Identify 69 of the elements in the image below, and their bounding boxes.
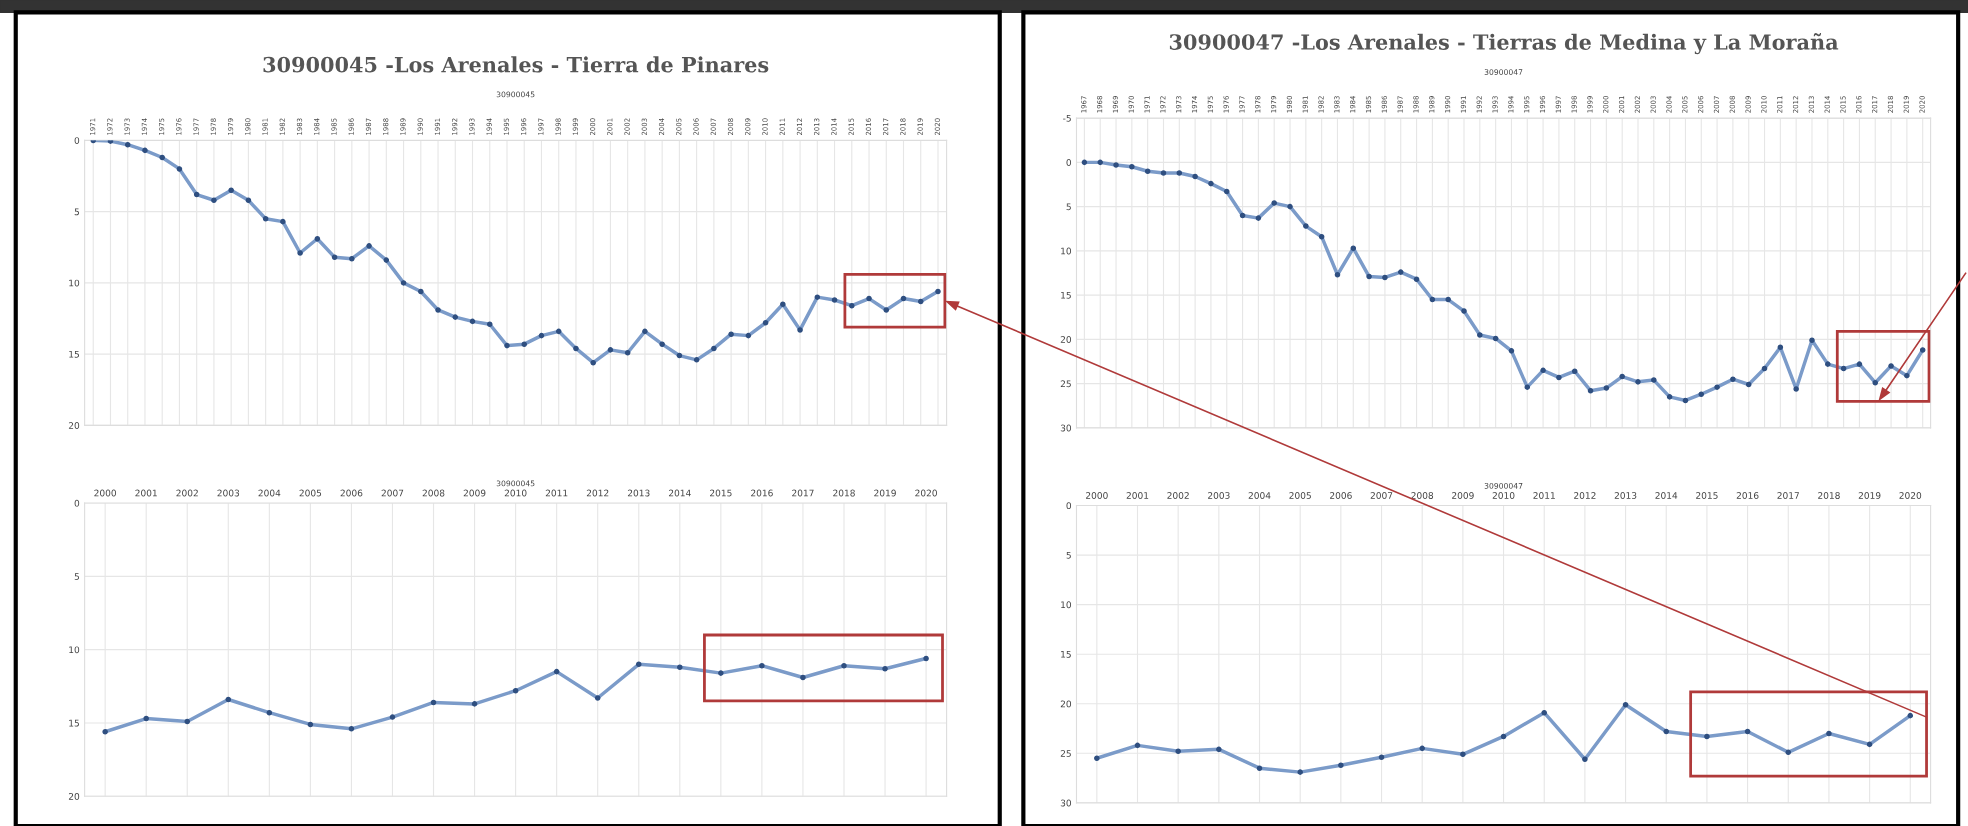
y-tick-label: 5 <box>1066 203 1071 211</box>
y-tick-label: 25 <box>1060 750 1071 757</box>
x-tick-label: 2014 <box>668 489 691 497</box>
x-tick-label: 2018 <box>833 489 855 497</box>
x-tick-label: 2005 <box>1289 492 1311 499</box>
x-tick-label: 2000 <box>1086 492 1108 499</box>
x-tick-label: 2004 <box>1248 492 1271 499</box>
x-tick-label: 2012 <box>586 489 609 497</box>
x-tick-label: 2009 <box>1452 492 1474 499</box>
y-tick-label: 0 <box>1066 159 1072 166</box>
x-tick-label: 2003 <box>1208 492 1230 499</box>
x-tick-label: 2015 <box>710 489 732 497</box>
x-tick-label: 2016 <box>1736 492 1759 499</box>
y-tick-label: 10 <box>1061 247 1072 255</box>
y-tick-label: 20 <box>68 792 80 800</box>
x-tick-label: 2018 <box>1818 492 1840 499</box>
x-tick-label: 2019 <box>874 489 896 497</box>
x-tick-label: 2017 <box>792 489 814 497</box>
y-tick-label: 0 <box>74 499 80 507</box>
x-tick-label: 2016 <box>751 489 773 497</box>
x-tick-label: 2002 <box>1167 492 1189 499</box>
x-tick-label: 2012 <box>1574 492 1596 499</box>
x-tick-label: 2007 <box>381 489 404 497</box>
x-tick-label: 2013 <box>627 489 650 497</box>
x-tick-label: 2011 <box>545 489 568 497</box>
y-tick-label: 20 <box>1060 336 1072 343</box>
y-tick-label: 10 <box>69 279 80 287</box>
y-tick-label: 5 <box>74 208 79 216</box>
x-tick-label: 2010 <box>1492 492 1515 499</box>
x-tick-label: 2020 <box>1899 492 1922 499</box>
x-tick-label: 2017 <box>1777 492 1799 499</box>
y-tick-label: 15 <box>69 719 79 727</box>
x-tick-label: 2001 <box>1126 492 1149 499</box>
x-tick-label: 2014 <box>1655 492 1678 499</box>
y-tick-label: 25 <box>1060 380 1071 388</box>
x-tick-label: 2006 <box>340 489 363 497</box>
y-tick-label: 0 <box>1066 502 1072 510</box>
y-tick-label: 30 <box>1060 424 1072 432</box>
x-tick-label: 2010 <box>504 489 527 497</box>
x-tick-label: 2008 <box>1411 492 1434 499</box>
x-tick-label: 2020 <box>915 489 937 497</box>
y-tick-label: 15 <box>1061 651 1071 658</box>
x-tick-label: 2009 <box>463 489 486 497</box>
y-tick-label: 10 <box>69 646 80 654</box>
x-tick-label: 2008 <box>422 489 445 497</box>
x-tick-label: 2004 <box>258 489 281 497</box>
x-tick-label: 2011 <box>1533 492 1555 499</box>
y-tick-label: 20 <box>68 422 80 429</box>
x-tick-label: 2015 <box>1696 492 1718 499</box>
x-tick-label: 2007 <box>1370 492 1393 499</box>
x-tick-label: 2003 <box>217 489 240 497</box>
y-tick-label: 0 <box>74 137 80 144</box>
x-tick-label: 2000 <box>94 489 117 497</box>
x-tick-label: 2005 <box>299 489 322 497</box>
x-tick-label: 2019 <box>1858 492 1881 499</box>
x-tick-label: 2006 <box>1330 492 1352 499</box>
chart-title: 30900047 -Los Arenales - Tierras de Medina y La Moraña <box>1169 33 1839 55</box>
y-tick-label: 15 <box>1061 291 1071 299</box>
y-tick-label: 30 <box>1060 799 1072 807</box>
x-tick-label: 2013 <box>1614 492 1637 499</box>
x-tick-label: 2002 <box>176 489 198 497</box>
chart-title: 30900045 -Los Arenales - Tierra de Pinares <box>263 56 769 73</box>
y-tick-label: 5 <box>1066 551 1071 559</box>
y-tick-label: 10 <box>1061 601 1072 609</box>
x-tick-label: 2001 <box>135 489 157 497</box>
y-tick-label: 15 <box>69 351 79 358</box>
y-tick-label: 20 <box>1060 700 1072 708</box>
y-tick-label: 5 <box>74 573 79 580</box>
y-tick-label: -5 <box>1063 114 1071 122</box>
